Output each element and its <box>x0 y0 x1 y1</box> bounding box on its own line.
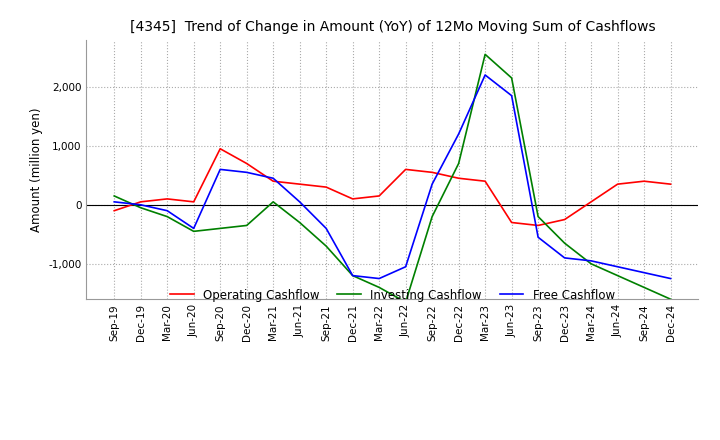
Free Cashflow <box>534 235 542 240</box>
Free Cashflow <box>666 276 675 281</box>
Investing Cashflow <box>136 205 145 210</box>
Free Cashflow <box>163 208 171 213</box>
Operating Cashflow <box>189 199 198 205</box>
Operating Cashflow <box>136 199 145 205</box>
Free Cashflow <box>508 93 516 98</box>
Free Cashflow <box>428 182 436 187</box>
Free Cashflow <box>348 273 357 278</box>
Free Cashflow <box>613 264 622 269</box>
Investing Cashflow <box>401 300 410 305</box>
Free Cashflow <box>216 167 225 172</box>
Investing Cashflow <box>348 273 357 278</box>
Operating Cashflow <box>481 179 490 184</box>
Operating Cashflow <box>613 182 622 187</box>
Operating Cashflow <box>295 182 304 187</box>
Investing Cashflow <box>269 199 277 205</box>
Operating Cashflow <box>640 179 649 184</box>
Investing Cashflow <box>587 261 595 267</box>
Investing Cashflow <box>243 223 251 228</box>
Investing Cashflow <box>481 52 490 57</box>
Operating Cashflow <box>428 170 436 175</box>
Operating Cashflow <box>587 199 595 205</box>
Free Cashflow <box>454 132 463 137</box>
Free Cashflow <box>295 199 304 205</box>
Free Cashflow <box>560 255 569 260</box>
Investing Cashflow <box>163 214 171 219</box>
Investing Cashflow <box>189 229 198 234</box>
Free Cashflow <box>587 258 595 264</box>
Operating Cashflow <box>243 161 251 166</box>
Investing Cashflow <box>640 285 649 290</box>
Investing Cashflow <box>110 193 119 198</box>
Line: Free Cashflow: Free Cashflow <box>114 75 670 279</box>
Free Cashflow <box>401 264 410 269</box>
Investing Cashflow <box>428 214 436 219</box>
Line: Investing Cashflow: Investing Cashflow <box>114 55 670 302</box>
Free Cashflow <box>322 226 330 231</box>
Free Cashflow <box>110 199 119 205</box>
Operating Cashflow <box>163 196 171 202</box>
Operating Cashflow <box>534 223 542 228</box>
Investing Cashflow <box>666 297 675 302</box>
Investing Cashflow <box>295 220 304 225</box>
Y-axis label: Amount (million yen): Amount (million yen) <box>30 107 42 231</box>
Investing Cashflow <box>216 226 225 231</box>
Investing Cashflow <box>508 75 516 81</box>
Line: Operating Cashflow: Operating Cashflow <box>114 149 670 225</box>
Operating Cashflow <box>666 182 675 187</box>
Free Cashflow <box>136 202 145 207</box>
Operating Cashflow <box>110 208 119 213</box>
Free Cashflow <box>375 276 384 281</box>
Operating Cashflow <box>401 167 410 172</box>
Investing Cashflow <box>454 161 463 166</box>
Free Cashflow <box>640 270 649 275</box>
Operating Cashflow <box>348 196 357 202</box>
Investing Cashflow <box>560 241 569 246</box>
Free Cashflow <box>481 72 490 77</box>
Operating Cashflow <box>322 184 330 190</box>
Operating Cashflow <box>454 176 463 181</box>
Free Cashflow <box>189 226 198 231</box>
Legend: Operating Cashflow, Investing Cashflow, Free Cashflow: Operating Cashflow, Investing Cashflow, … <box>166 284 619 306</box>
Operating Cashflow <box>560 217 569 222</box>
Investing Cashflow <box>375 285 384 290</box>
Investing Cashflow <box>613 273 622 278</box>
Operating Cashflow <box>375 193 384 198</box>
Operating Cashflow <box>269 179 277 184</box>
Free Cashflow <box>243 170 251 175</box>
Investing Cashflow <box>322 243 330 249</box>
Free Cashflow <box>269 176 277 181</box>
Operating Cashflow <box>508 220 516 225</box>
Operating Cashflow <box>216 146 225 151</box>
Title: [4345]  Trend of Change in Amount (YoY) of 12Mo Moving Sum of Cashflows: [4345] Trend of Change in Amount (YoY) o… <box>130 20 655 34</box>
Investing Cashflow <box>534 214 542 219</box>
